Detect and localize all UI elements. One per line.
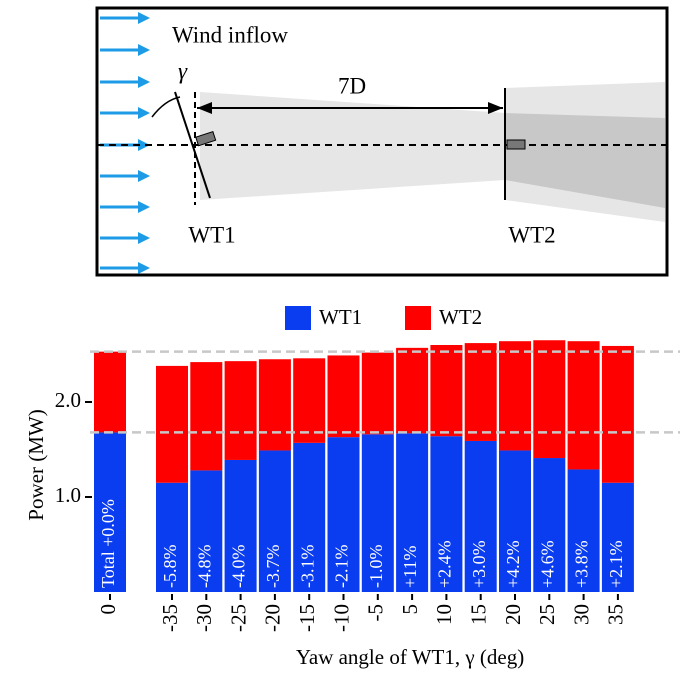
bar-annotation: +3.8% [572, 540, 592, 588]
wt2-nacelle [506, 139, 526, 150]
bar-segment [601, 345, 634, 483]
legend-label: WT2 [439, 305, 482, 329]
bar-segment [430, 436, 463, 592]
angle-arc [151, 96, 181, 118]
bar-segment [464, 440, 497, 592]
x-tick-label: -25 [226, 604, 250, 632]
bar-annotation: +4.2% [503, 540, 523, 588]
bar-annotation: +4.6% [537, 540, 557, 588]
bar-segment [327, 437, 360, 592]
bar-segment [94, 432, 126, 592]
bar-segment [533, 340, 566, 459]
bar-segment [293, 358, 326, 443]
bar-segment [361, 352, 394, 435]
turbine-label: WT2 [508, 222, 555, 247]
x-tick-label: 0 [96, 604, 120, 615]
x-tick-label: 10 [432, 604, 456, 625]
y-axis-label: Power (MW) [24, 409, 48, 520]
arrow-head [488, 102, 503, 114]
bar-annotation: -3.1% [297, 545, 317, 589]
x-tick-label: -10 [329, 604, 353, 632]
bar-segment [361, 434, 394, 592]
bar-annotation: -4.0% [229, 545, 249, 589]
bar-annotation: -1.0% [366, 545, 386, 589]
bar-segment [156, 482, 188, 592]
bar-segment [396, 433, 429, 592]
distance-label: 7D [338, 73, 366, 98]
bar-segment [190, 470, 223, 592]
bar-segment [156, 365, 188, 483]
x-tick-label: 5 [398, 604, 422, 615]
angle-label: γ [178, 58, 188, 83]
x-tick-label: -35 [158, 604, 182, 632]
bar-annotation: +2.1% [606, 540, 626, 588]
wake-diagram: Wind inflow γ 7D WT1 WT2 [95, 6, 669, 277]
bar-segment [224, 361, 257, 460]
x-tick-label: -20 [261, 604, 285, 632]
arrow-heads [138, 12, 150, 274]
x-tick-label: -30 [192, 604, 216, 632]
legend-swatch [405, 306, 431, 330]
x-tick-label: 15 [467, 604, 491, 625]
x-tick-label: 30 [569, 604, 593, 625]
legend-swatch [285, 306, 311, 330]
legend-label: WT1 [319, 305, 362, 329]
x-tick-label: -5 [364, 604, 388, 622]
bar-segment [224, 459, 257, 592]
bar-segment [499, 341, 531, 451]
bar-segment [430, 345, 463, 437]
y-tick-label: 1.0 [55, 483, 81, 507]
bar-annotation: -5.8% [160, 545, 180, 589]
bar-segment [533, 458, 566, 592]
wake-overlap [505, 113, 665, 208]
y-tick-label: 2.0 [55, 388, 81, 412]
bar-segment [258, 359, 291, 451]
inflow-label: Wind inflow [172, 22, 288, 47]
bar-segment [190, 362, 223, 471]
bar-segment [293, 442, 326, 592]
bar-segment [499, 450, 531, 592]
wt1-rotor [174, 91, 211, 199]
inflow-arrows [100, 16, 140, 270]
turbine-label: WT1 [188, 222, 235, 247]
wt1-nacelle [195, 131, 217, 147]
bar-segment [94, 351, 126, 433]
arrow-head [197, 102, 212, 114]
bar-segment [567, 341, 600, 470]
x-axis-label: Yaw angle of WT1, γ (deg) [296, 645, 524, 669]
bar-segment [327, 355, 360, 438]
bar-segment [258, 450, 291, 592]
bar-segment [601, 482, 634, 592]
bar-segment [464, 343, 497, 441]
bar-annotation: -2.1% [332, 545, 352, 589]
bar-annotation: -4.8% [194, 545, 214, 589]
x-tick-label: 35 [604, 604, 628, 625]
x-tick-label: 25 [535, 604, 559, 625]
bar-annotation: +11% [400, 546, 420, 588]
bar-segment [567, 469, 600, 592]
x-tick-label: -15 [295, 604, 319, 632]
bar-annotation: +3.0% [469, 540, 489, 588]
bar-annotation: -3.7% [263, 545, 283, 589]
x-tick-label: 20 [501, 604, 525, 625]
bar-segment [396, 347, 429, 434]
bar-annotation: Total +0.0% [98, 499, 118, 588]
bar-annotation: +2.4% [435, 540, 455, 588]
